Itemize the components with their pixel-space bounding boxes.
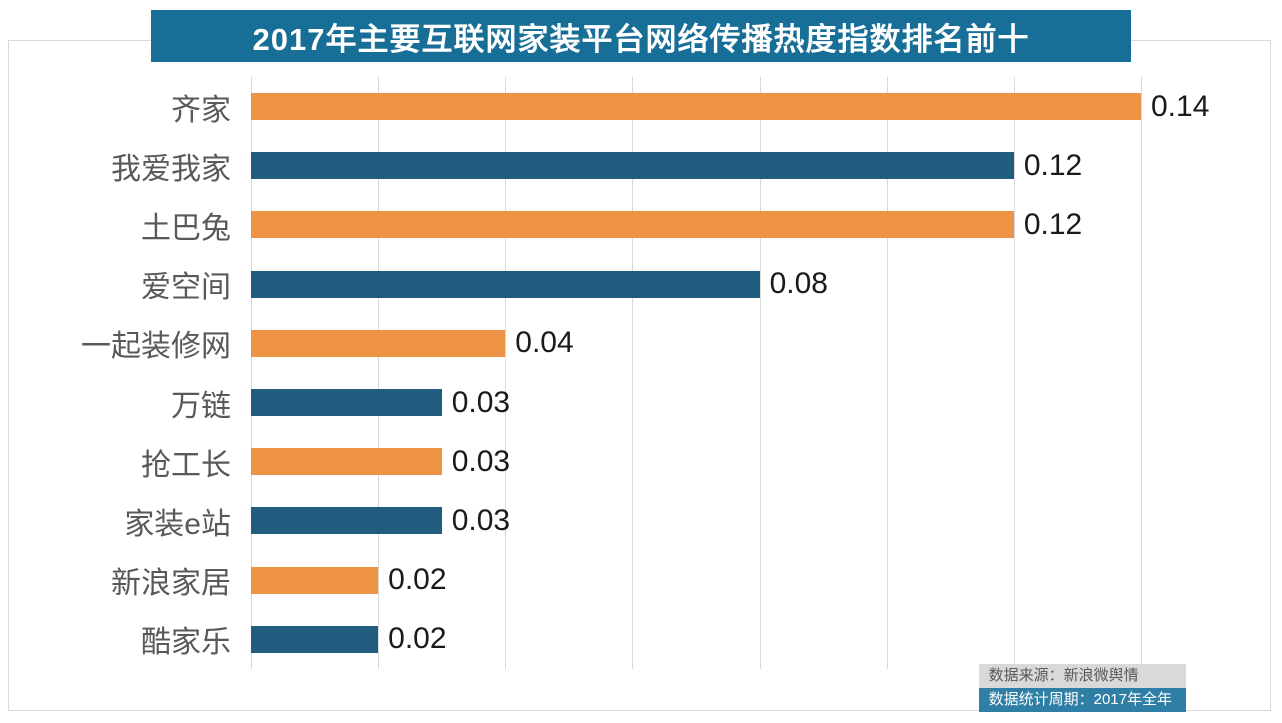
- bar-track: 0.03: [251, 445, 1141, 478]
- value-label: 0.02: [388, 563, 447, 597]
- bar-row: 爱空间 0.08: [9, 255, 1270, 313]
- bar-track: 0.12: [251, 149, 1141, 182]
- bar-row: 万链 0.03: [9, 374, 1270, 432]
- data-source-footer: 数据来源：新浪微舆情 数据统计周期：2017年全年: [978, 664, 1186, 712]
- value-label: 0.14: [1151, 89, 1210, 123]
- bar-row: 家装e站 0.03: [9, 492, 1270, 550]
- plot-area: 齐家 0.14 我爱我家 0.12 土巴兔 0.12 爱空间 0.08 一起装修网 0.04 万链 0…: [9, 77, 1270, 669]
- bar-row: 抢工长 0.03: [9, 433, 1270, 491]
- value-label: 0.08: [769, 267, 828, 301]
- bar: [251, 507, 442, 535]
- bar-row: 一起装修网 0.04: [9, 314, 1270, 372]
- gridlines: [251, 77, 1142, 669]
- data-source-line: 数据来源：新浪微舆情: [978, 664, 1186, 688]
- bar-track: 0.03: [251, 504, 1141, 537]
- bar-row: 我爱我家 0.12: [9, 137, 1270, 195]
- bar: [251, 389, 442, 417]
- bar: [251, 270, 760, 298]
- bar-track: 0.03: [251, 386, 1141, 419]
- category-label: 新浪家居: [111, 567, 231, 601]
- category-label: 齐家: [171, 93, 231, 127]
- bar-track: 0.14: [251, 90, 1209, 123]
- data-period-line: 数据统计周期：2017年全年: [978, 688, 1186, 712]
- value-label: 0.02: [388, 622, 447, 656]
- bar-track: 0.02: [251, 622, 1141, 655]
- bar: [251, 93, 1141, 121]
- gridline: [632, 77, 634, 669]
- value-label: 0.12: [1023, 148, 1083, 182]
- bar: [251, 152, 1014, 180]
- bar-track: 0.08: [251, 267, 1141, 300]
- category-label: 土巴兔: [141, 211, 231, 245]
- bar: [251, 566, 379, 594]
- bar-row: 土巴兔 0.12: [9, 196, 1270, 254]
- gridline: [505, 77, 507, 669]
- chart-frame: 2017年主要互联网家装平台网络传播热度指数排名前十 齐家 0.14 我爱我家 0.1…: [8, 10, 1271, 712]
- gridline: [886, 77, 888, 669]
- gridline: [1141, 77, 1142, 669]
- bar: [251, 329, 506, 357]
- bar-row: 齐家 0.14: [9, 78, 1270, 136]
- category-label: 我爱我家: [111, 152, 231, 186]
- bar: [251, 625, 379, 653]
- gridline: [759, 77, 761, 669]
- bar-rows: 齐家 0.14 我爱我家 0.12 土巴兔 0.12 爱空间 0.08 一起装修网 0.04 万链 0…: [9, 77, 1270, 669]
- gridline: [378, 77, 380, 669]
- value-label: 0.03: [451, 385, 511, 419]
- bar-row: 新浪家居 0.02: [9, 551, 1270, 609]
- bar-track: 0.02: [251, 563, 1141, 596]
- category-label: 一起装修网: [81, 330, 231, 364]
- bar: [251, 448, 442, 476]
- bar-track: 0.12: [251, 208, 1141, 241]
- category-label: 抢工长: [141, 448, 231, 482]
- value-label: 0.04: [515, 326, 574, 360]
- value-label: 0.03: [451, 444, 511, 478]
- bar-track: 0.04: [251, 326, 1141, 359]
- gridline: [1013, 77, 1015, 669]
- chart-title: 2017年主要互联网家装平台网络传播热度指数排名前十: [151, 10, 1131, 62]
- category-label: 家装e站: [124, 507, 231, 541]
- gridline: [251, 77, 252, 669]
- bar: [251, 211, 1014, 239]
- value-label: 0.12: [1023, 207, 1083, 241]
- bar-row: 酷家乐 0.02: [9, 610, 1270, 668]
- category-label: 万链: [171, 389, 231, 423]
- category-label: 爱空间: [141, 271, 231, 305]
- value-label: 0.03: [451, 503, 511, 537]
- category-label: 酷家乐: [141, 626, 231, 660]
